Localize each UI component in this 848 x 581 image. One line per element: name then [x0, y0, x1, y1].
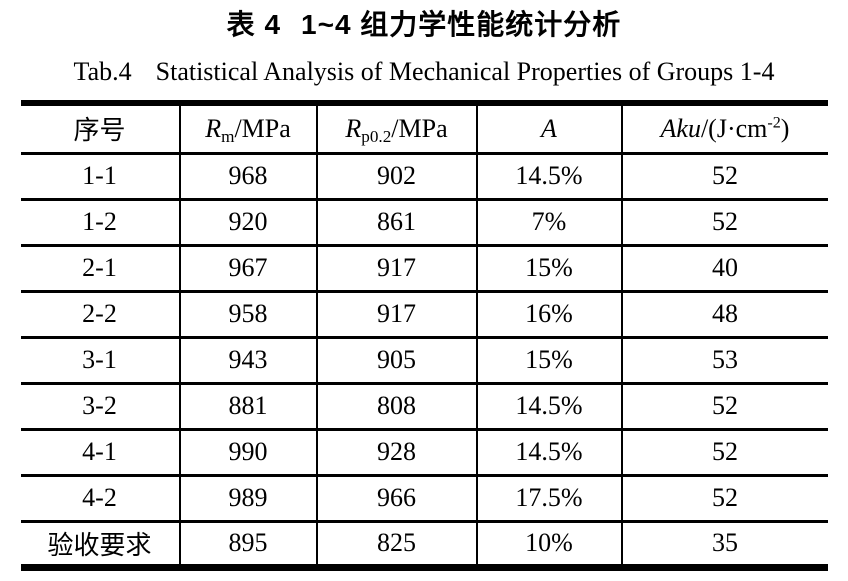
row-label: 验收要求	[20, 521, 181, 567]
cell-rp02: 917	[316, 291, 478, 339]
row-label: 4-2	[20, 475, 181, 523]
cell-rp02: 808	[316, 383, 478, 431]
cell-aku: 35	[712, 528, 738, 557]
table-caption-en: Tab.4 Statistical Analysis of Mechanical…	[0, 55, 848, 89]
cell-rm: 958	[179, 291, 318, 339]
column-unit-close: )	[780, 113, 790, 143]
cell-aku: 52	[621, 153, 828, 201]
cell-elongation: 7%	[476, 199, 623, 247]
column-header-elongation: A	[476, 103, 623, 155]
table-caption-en-number: Tab.4	[73, 57, 132, 86]
header-row: 序号 Rm/MPa Rp0.2/MPa A Aku/(J·cm-2)	[20, 103, 828, 155]
cell-elongation: 14.5%	[476, 429, 623, 477]
cell-rm: 990	[179, 429, 318, 477]
cell-elongation: 15%	[476, 337, 623, 385]
column-symbol: A	[541, 113, 557, 143]
cell-rp02: 928	[316, 429, 478, 477]
row-label: 3-1	[20, 337, 181, 385]
cell-aku: 53	[621, 337, 828, 385]
cell-rm: 968	[179, 153, 318, 201]
row-label: 2-1	[20, 245, 181, 293]
row-label: 1-1	[20, 153, 181, 201]
column-unit: /MPa	[391, 113, 448, 143]
cell-aku: 52	[621, 383, 828, 431]
column-symbol: Aku	[660, 113, 701, 143]
cell-rp02: 917	[316, 245, 478, 293]
cell-rp02: 966	[316, 475, 478, 523]
table-body: 1-1 968 902 14.5% 52 1-2 920 861 7% 52 2…	[20, 153, 828, 567]
cell-rm: 967	[179, 245, 318, 293]
cell-elongation: 15%	[476, 245, 623, 293]
cell-elongation: 17.5%	[476, 475, 623, 523]
table-caption-zh: 表 4 1~4 组力学性能统计分析	[0, 7, 848, 43]
cell-rp02: 902	[316, 153, 478, 201]
table-caption-zh-title: 1~4 组力学性能统计分析	[301, 9, 622, 40]
table-caption-en-title: Statistical Analysis of Mechanical Prope…	[155, 57, 775, 86]
cell-rm: 895	[179, 521, 318, 567]
table-row-acceptance: 验收要求 895 825 10% 35	[20, 521, 828, 567]
cell-elongation: 16%	[476, 291, 623, 339]
column-symbol: R	[205, 113, 222, 143]
cell-rm: 881	[179, 383, 318, 431]
row-label: 4-1	[20, 429, 181, 477]
table-row: 2-1 967 917 15% 40	[20, 245, 828, 293]
column-label: 序号	[73, 116, 126, 146]
table-row: 4-1 990 928 14.5% 52	[20, 429, 828, 477]
cell-aku: 52	[621, 429, 828, 477]
column-header-rp02: Rp0.2/MPa	[316, 103, 478, 155]
cell-elongation: 10%	[476, 521, 623, 567]
table-row: 3-1 943 905 15% 53	[20, 337, 828, 385]
column-header-rm: Rm/MPa	[179, 103, 318, 155]
column-superscript: -2	[767, 114, 781, 132]
table-row: 1-1 968 902 14.5% 52	[20, 153, 828, 201]
column-subscript: p0.2	[361, 126, 392, 146]
table-row: 2-2 958 917 16% 48	[20, 291, 828, 339]
column-subscript: m	[221, 126, 235, 146]
cell-rp02: 825	[316, 521, 478, 567]
cell-aku: 48	[621, 291, 828, 339]
column-unit: /MPa	[234, 113, 291, 143]
table-row: 1-2 920 861 7% 52	[20, 199, 828, 247]
column-symbol: R	[345, 113, 362, 143]
cell-elongation: 14.5%	[476, 153, 623, 201]
cell-elongation: 14.5%	[476, 383, 623, 431]
column-unit: /(J·cm	[700, 113, 768, 143]
cell-rm: 989	[179, 475, 318, 523]
cell-rm: 943	[179, 337, 318, 385]
row-label: 3-2	[20, 383, 181, 431]
cell-aku: 52	[621, 199, 828, 247]
table-header: 序号 Rm/MPa Rp0.2/MPa A Aku/(J·cm-2)	[20, 103, 828, 155]
cell-aku: 40	[621, 245, 828, 293]
cell-rp02: 861	[316, 199, 478, 247]
cell-aku: 52	[621, 475, 828, 523]
row-label: 1-2	[20, 199, 181, 247]
column-header-index: 序号	[20, 103, 181, 155]
cell-rm: 920	[179, 199, 318, 247]
row-label: 2-2	[20, 291, 181, 339]
table-caption-zh-number: 表 4	[226, 9, 282, 40]
cell-rp02: 905	[316, 337, 478, 385]
column-header-aku: Aku/(J·cm-2)	[621, 103, 828, 155]
table-row: 3-2 881 808 14.5% 52	[20, 383, 828, 431]
table-row: 4-2 989 966 17.5% 52	[20, 475, 828, 523]
mechanical-properties-table: 序号 Rm/MPa Rp0.2/MPa A Aku/(J·cm-2) 1-1	[20, 100, 828, 571]
